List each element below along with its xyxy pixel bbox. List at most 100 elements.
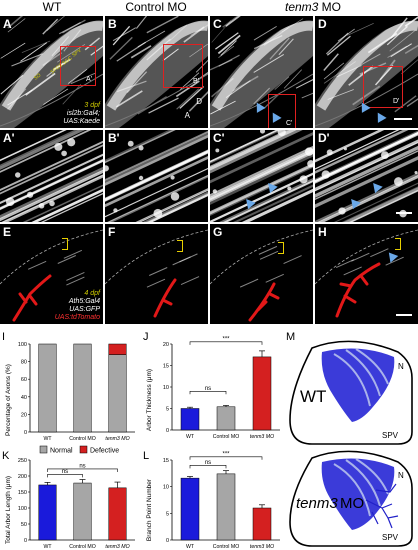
ectopic-branches [365,483,399,529]
significance-star-label: *** [222,451,230,457]
y-tick-label: 0 [166,428,169,434]
y-tick-label: 5 [166,407,169,413]
chart-j-ylabel: Arbor Thickness (μm) [146,369,153,431]
category-label: WT [43,544,52,550]
single-axon-panel: F [105,224,208,324]
y-tick-label: 40 [21,395,27,401]
schematic-m: M WT N SPV tenm3 MO N SPV [286,331,413,547]
y-tick-label: 0 [166,538,169,544]
single-axon-panel: H [315,224,418,324]
zoom-panel: C' [210,130,313,222]
zoom-box-label: B' [193,78,200,85]
significance-bracket [47,474,83,478]
annotation-line: Ath5:Gal4 [68,298,100,305]
zoom-box-label: A' [86,76,93,83]
chart-l-letter: L [143,450,149,462]
overview-panel: D D' [315,16,418,128]
y-tick-label: 10 [163,385,169,391]
orientation-d-label: D [196,97,202,106]
y-tick-label: 0 [24,538,27,544]
category-label: WT [43,436,52,442]
chart-k-ylabel: Total Arbor Length (μm) [5,476,12,544]
panel-letter: C [213,17,222,31]
y-tick-label: 20 [21,412,27,418]
header-control-mo: Control MO [125,0,187,14]
category-label: tenm3 MO [105,436,129,442]
bar [180,477,200,541]
panel-letter: D' [318,131,330,145]
header-tenm3-gene: tenm3 [284,0,319,14]
panel-letter: B [108,17,117,31]
y-tick-label: 10 [163,485,169,491]
bar [108,487,127,541]
single-axon-annotation: 4 dpf Ath5:Gal4 UAS:GFP UAS:tdTomato [55,290,100,322]
bar-segment [38,343,57,433]
zoom-box [60,46,96,86]
category-label: WT [186,434,195,440]
wt-label: WT [300,387,326,406]
y-tick-label: 80 [21,360,27,366]
annotation-line: UAS:Kaede [63,118,100,125]
category-label: Control MO [69,544,96,550]
chart-k-letter: K [2,450,10,462]
tenm3-lamina-lines [333,458,389,517]
bar [216,406,236,431]
bar-segment [73,343,92,433]
category-label: Control MO [213,544,240,550]
annotation-line: UAS:tdTomato [54,314,100,321]
annotation-line: 3 dpf [84,102,100,109]
panel-letter: B' [108,131,120,145]
scale-bar [394,118,412,120]
single-axon-panel: E 4 dpf Ath5:Gal4 UAS:GFP UAS:tdTomato [0,224,103,324]
category-label: tenm3 MO [105,544,129,550]
zoom-panel: A' [0,130,103,222]
bar-segment [108,343,127,355]
arbor-bracket [278,242,284,254]
category-label: WT [186,544,195,550]
wt-n-label: N [398,362,404,371]
arbor-bracket [62,238,68,250]
significance-bracket [189,391,227,395]
zoom-box [363,66,403,108]
panel-letter: A [3,17,12,31]
arbor-bracket [395,238,401,250]
chart-k: K Total Arbor Length (μm) 0 50 100 150 200 25… [2,450,135,550]
annotation-line: UAS:GFP [69,306,100,313]
y-tick-label: 100 [18,506,27,512]
schematic-letter: M [286,331,295,343]
y-tick-label: 60 [21,377,27,383]
header-tenm3-mo: tenm3 MO [208,0,418,16]
category-label: tenm3 MO [250,434,274,440]
chart-i: I Percentage of Axons (%) 0 20 40 60 80 100 WT… [2,331,135,455]
overview-annotation: 3 dpf isl2b:Gal4; UAS:Kaede [63,102,100,126]
y-tick-label: 15 [163,364,169,370]
scale-bar [396,212,412,214]
zoom-box [268,94,296,128]
panel-letter: A' [3,131,15,145]
category-label: Control MO [69,436,96,442]
annotation-line: 4 dpf [84,290,100,297]
significance-ns-label: ns [205,386,211,392]
panel-letter: D [318,17,327,31]
overview-panel: C C' [210,16,313,128]
y-tick-label: 50 [21,522,27,528]
wt-spv-label: SPV [382,431,399,440]
y-tick-label: 150 [18,490,27,496]
header-wt: WT [42,0,62,14]
tenm3-label-gene: tenm3 [296,495,338,512]
bar [216,473,236,541]
chart-l: L Branch Point Number 0 5 10 15 WT Control MO… [143,450,280,550]
tenm3-n-label: N [398,471,404,480]
bar-segment [108,354,127,433]
y-tick-label: 100 [18,342,27,348]
y-tick-label: 20 [163,342,169,348]
bar [252,507,272,541]
y-tick-label: 15 [163,458,169,464]
y-tick-label: 0 [24,430,27,436]
zoom-panel: D' [315,130,418,222]
bar [38,484,57,541]
significance-ns-label: ns [79,463,85,469]
panel-letter: C' [213,131,225,145]
significance-ns-label: ns [62,469,68,475]
zoom-panel: B' [105,130,208,222]
